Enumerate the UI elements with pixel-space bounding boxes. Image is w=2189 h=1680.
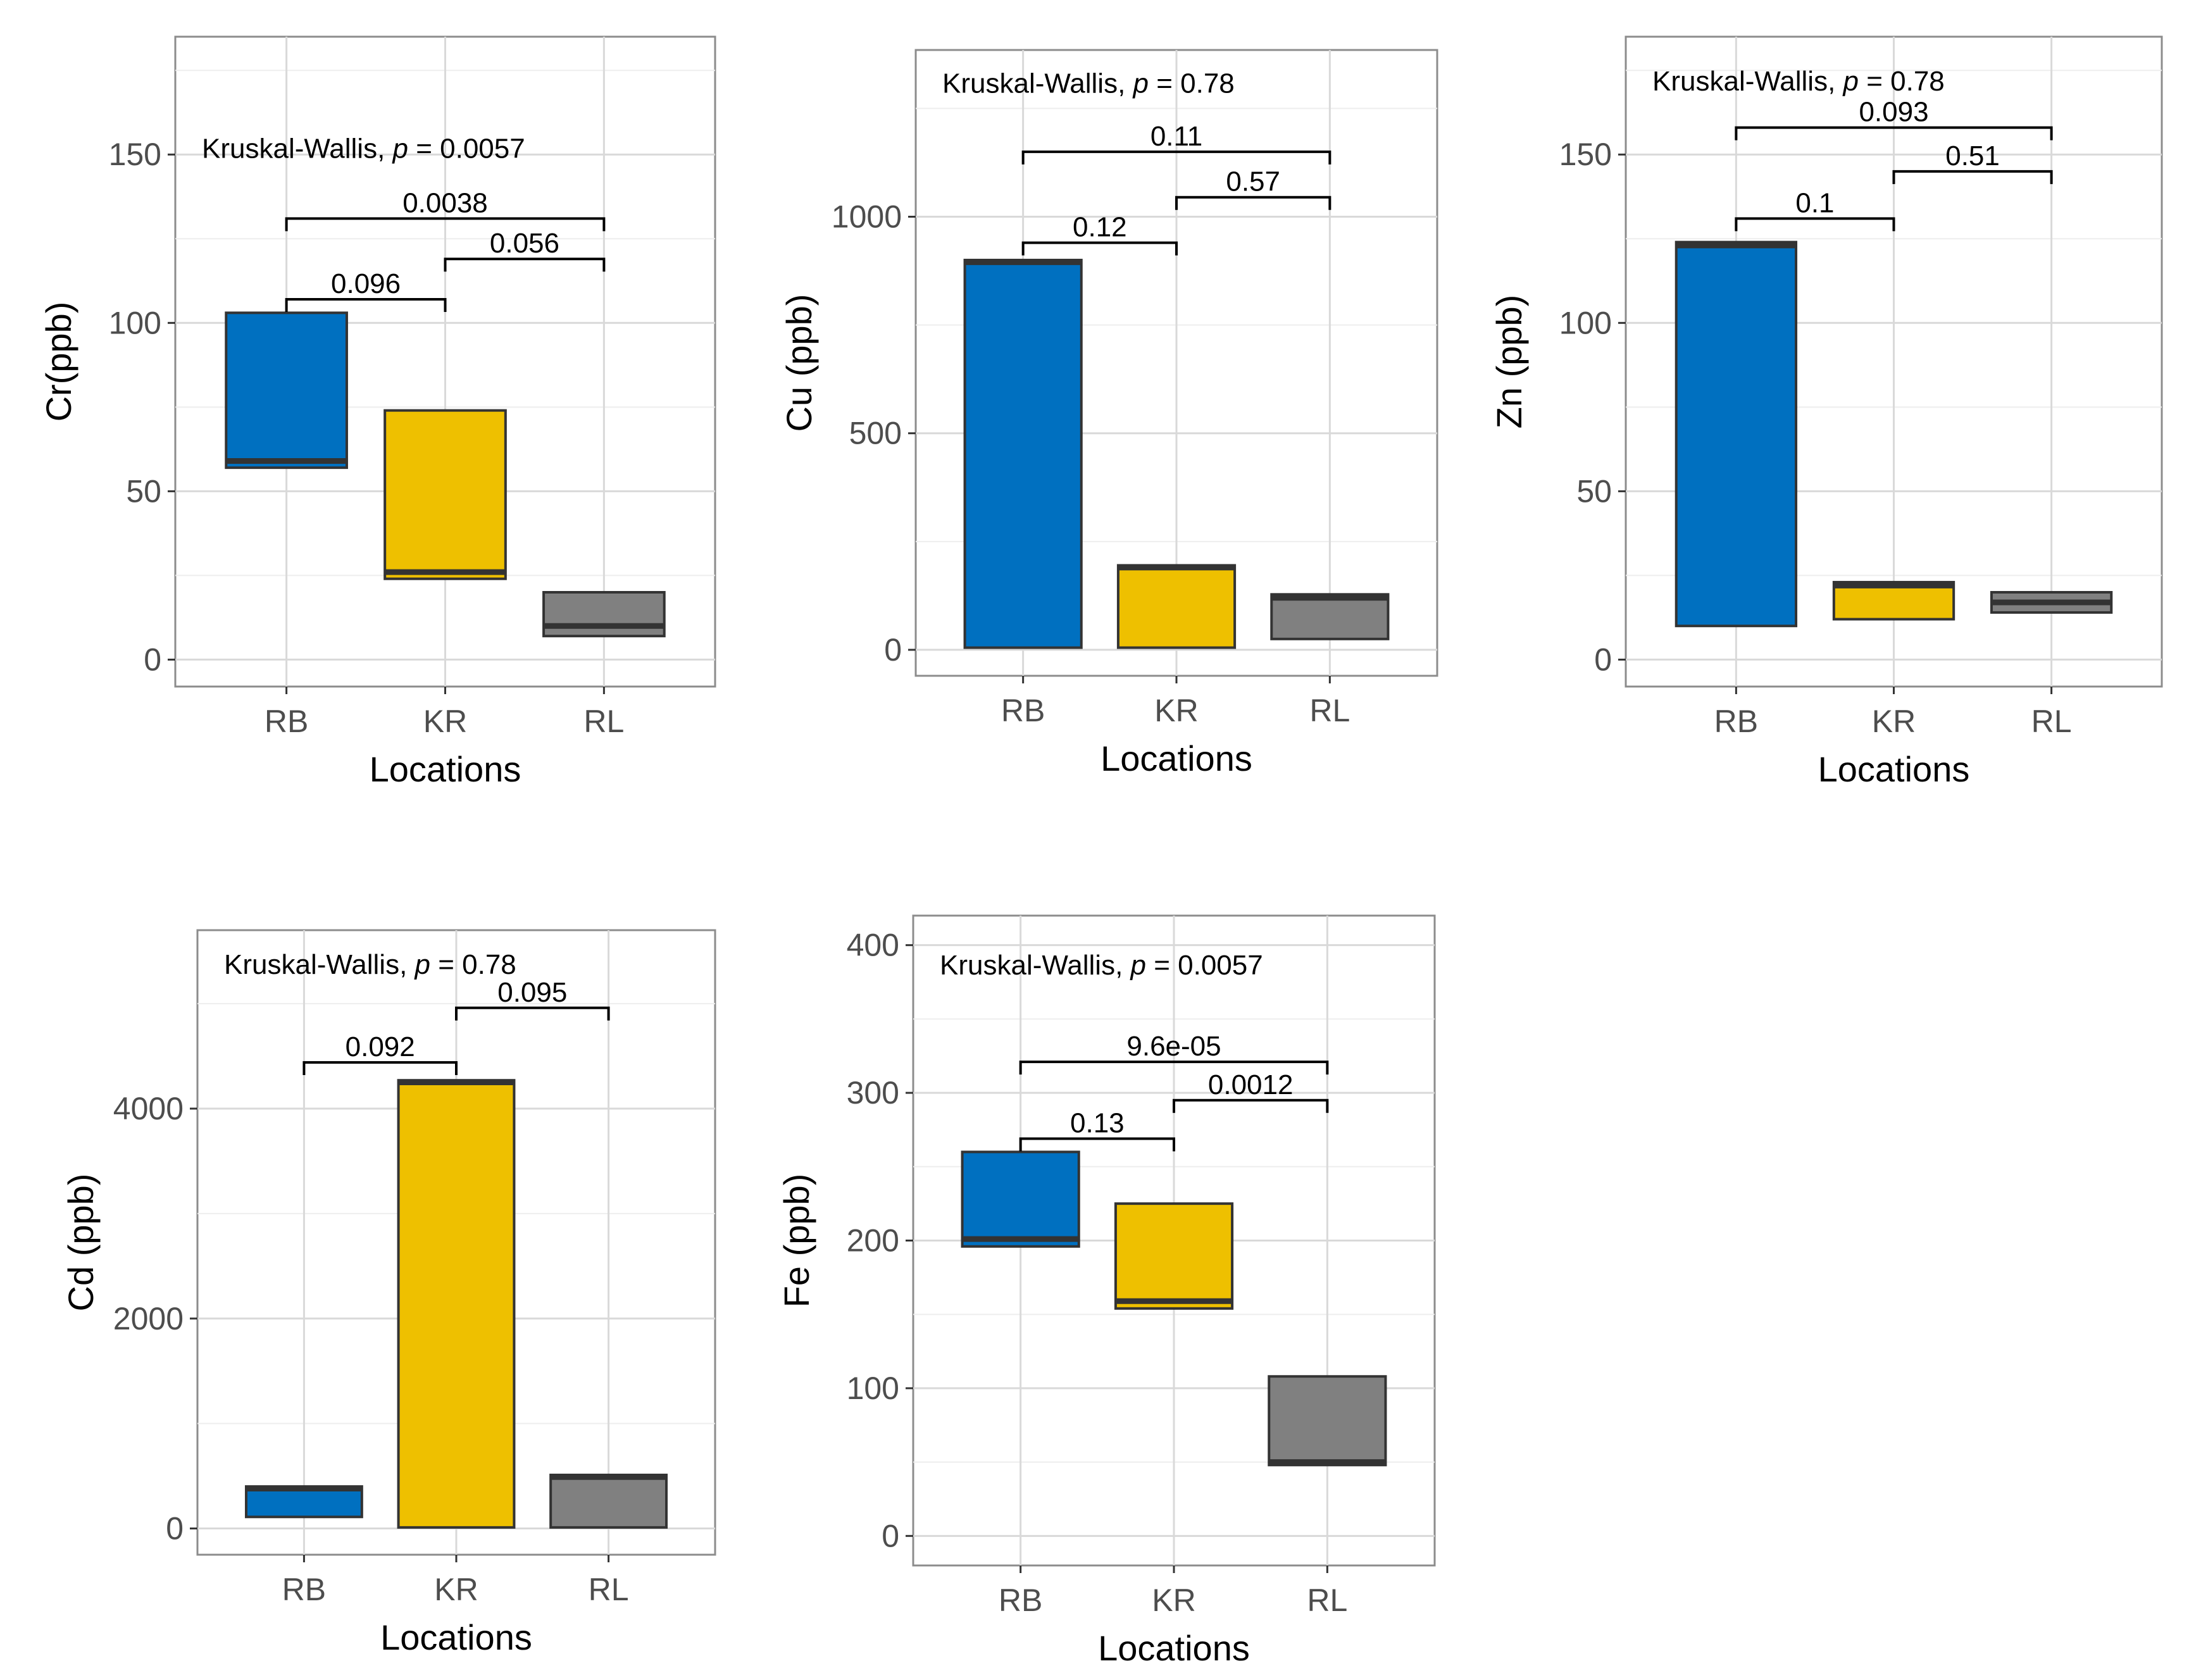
y-tick-label: 50 xyxy=(126,473,161,509)
y-tick-label: 500 xyxy=(849,416,902,451)
comparison-bracket xyxy=(1019,1061,1329,1075)
comparison-p-value: 0.056 xyxy=(490,228,559,259)
comparison-bracket xyxy=(444,258,606,272)
y-tick-label: 0 xyxy=(144,642,161,677)
comparison-bracket xyxy=(285,298,447,313)
chart-panel-3: 0 50 100 150 RB KR RL 0.1 0.51 0.093Kruskal-Walli… xyxy=(1489,35,2163,789)
comparison-bracket xyxy=(1021,150,1331,165)
comparison-p-value: 0.57 xyxy=(1226,166,1280,197)
box-kr xyxy=(1114,1202,1234,1310)
kruskal-wallis-label: Kruskal-Wallis, p = 0.78 xyxy=(1652,66,1945,97)
y-tick-label: 100 xyxy=(1559,305,1612,340)
x-tick-label: RL xyxy=(583,704,624,739)
comparison-bracket xyxy=(1175,196,1331,210)
box-rb xyxy=(961,1150,1080,1248)
comparison-p-value: 0.0012 xyxy=(1208,1069,1294,1100)
x-axis-title: Locations xyxy=(1818,749,1970,789)
x-tick-label: RL xyxy=(589,1572,629,1607)
kruskal-wallis-label: Kruskal-Wallis, p = 0.0057 xyxy=(202,134,525,165)
x-tick-label: RL xyxy=(1307,1583,1347,1618)
x-axis-title: Locations xyxy=(370,749,521,789)
y-tick-label: 150 xyxy=(1559,137,1612,172)
comparison-bracket xyxy=(1173,1098,1329,1113)
x-tick-label: RL xyxy=(2031,704,2072,739)
y-tick-label: 100 xyxy=(109,305,161,340)
y-axis-title: Cd (ppb) xyxy=(61,1174,101,1312)
chart-panel-5: 0 100 200 300 400 RB KR RL 0.13 0.0012 9.6e-05 Krus… xyxy=(776,914,1436,1668)
comparison-p-value: 0.51 xyxy=(1945,140,2000,171)
comparison-p-value: 0.093 xyxy=(1859,97,1928,128)
box-rl xyxy=(1268,1375,1387,1467)
box-rb xyxy=(963,258,1083,649)
box-rl xyxy=(549,1473,668,1529)
chart-panel-2: 0 500 1000 RB KR RL 0.12 0.57 0.11 Kruskal-Wallis… xyxy=(779,49,1438,778)
comparison-bracket xyxy=(455,1006,610,1021)
y-tick-label: 150 xyxy=(109,137,161,172)
comparison-p-value: 0.0038 xyxy=(402,187,488,218)
comparison-bracket xyxy=(1735,126,2053,140)
box-kr xyxy=(397,1079,516,1529)
x-tick-label: RB xyxy=(1714,704,1758,739)
kruskal-wallis-label: Kruskal-Wallis, p = 0.78 xyxy=(942,68,1235,99)
comparison-bracket xyxy=(1735,217,1895,232)
x-axis-title: Locations xyxy=(1098,1628,1250,1668)
box-kr xyxy=(1116,564,1237,649)
x-tick-label: KR xyxy=(1872,704,1916,739)
x-tick-label: RL xyxy=(1309,693,1350,728)
y-tick-label: 0 xyxy=(166,1511,184,1546)
y-tick-label: 200 xyxy=(847,1223,899,1259)
box-rb xyxy=(225,311,348,470)
chart-panel-4: 0 2000 4000 RB KR RL 0.092 0.095Kruskal-Wallis,… xyxy=(61,929,716,1657)
y-tick-label: 1000 xyxy=(832,199,902,235)
y-tick-label: 0 xyxy=(882,1518,899,1553)
comparison-bracket xyxy=(1892,170,2053,184)
y-tick-label: 0 xyxy=(1594,642,1612,677)
x-tick-label: KR xyxy=(1152,1583,1195,1618)
box-rb xyxy=(244,1485,363,1519)
x-tick-label: KR xyxy=(434,1572,478,1607)
box-rl xyxy=(1270,593,1390,640)
y-axis-title: Zn (ppb) xyxy=(1489,295,1529,429)
box-rb xyxy=(1674,240,1798,628)
box-rl xyxy=(542,591,666,638)
comparison-p-value: 9.6e-05 xyxy=(1126,1031,1221,1062)
comparison-bracket xyxy=(302,1061,458,1076)
x-axis-title: Locations xyxy=(1101,738,1252,778)
y-tick-label: 400 xyxy=(847,928,899,963)
y-tick-label: 2000 xyxy=(113,1301,184,1336)
x-axis-title: Locations xyxy=(380,1617,532,1657)
comparison-p-value: 0.092 xyxy=(346,1031,415,1062)
comparison-bracket xyxy=(1019,1137,1175,1152)
y-tick-label: 100 xyxy=(847,1371,899,1406)
x-tick-label: RB xyxy=(265,704,308,739)
comparison-p-value: 0.096 xyxy=(331,268,401,299)
y-tick-label: 0 xyxy=(884,632,902,668)
y-tick-label: 300 xyxy=(847,1075,899,1111)
kruskal-wallis-label: Kruskal-Wallis, p = 0.0057 xyxy=(940,950,1263,981)
comparison-p-value: 0.13 xyxy=(1070,1107,1125,1138)
y-axis-title: Cu (ppb) xyxy=(779,294,819,432)
y-tick-label: 50 xyxy=(1576,473,1612,509)
box-kr xyxy=(384,409,507,580)
comparison-p-value: 0.1 xyxy=(1795,187,1834,218)
kruskal-wallis-label: Kruskal-Wallis, p = 0.78 xyxy=(224,949,516,980)
y-tick-label: 4000 xyxy=(113,1091,184,1126)
comparison-p-value: 0.11 xyxy=(1151,121,1202,152)
x-tick-label: RB xyxy=(282,1572,326,1607)
x-tick-label: KR xyxy=(423,704,467,739)
comparison-bracket xyxy=(1021,241,1178,256)
comparison-p-value: 0.12 xyxy=(1073,212,1127,243)
x-tick-label: KR xyxy=(1154,693,1198,728)
y-axis-title: Fe (ppb) xyxy=(776,1174,816,1308)
x-tick-label: RB xyxy=(999,1583,1042,1618)
comparison-bracket xyxy=(285,217,606,232)
comparison-p-value: 0.095 xyxy=(497,977,567,1008)
x-tick-label: RB xyxy=(1001,693,1045,728)
y-axis-title: Cr(ppb) xyxy=(39,302,78,422)
